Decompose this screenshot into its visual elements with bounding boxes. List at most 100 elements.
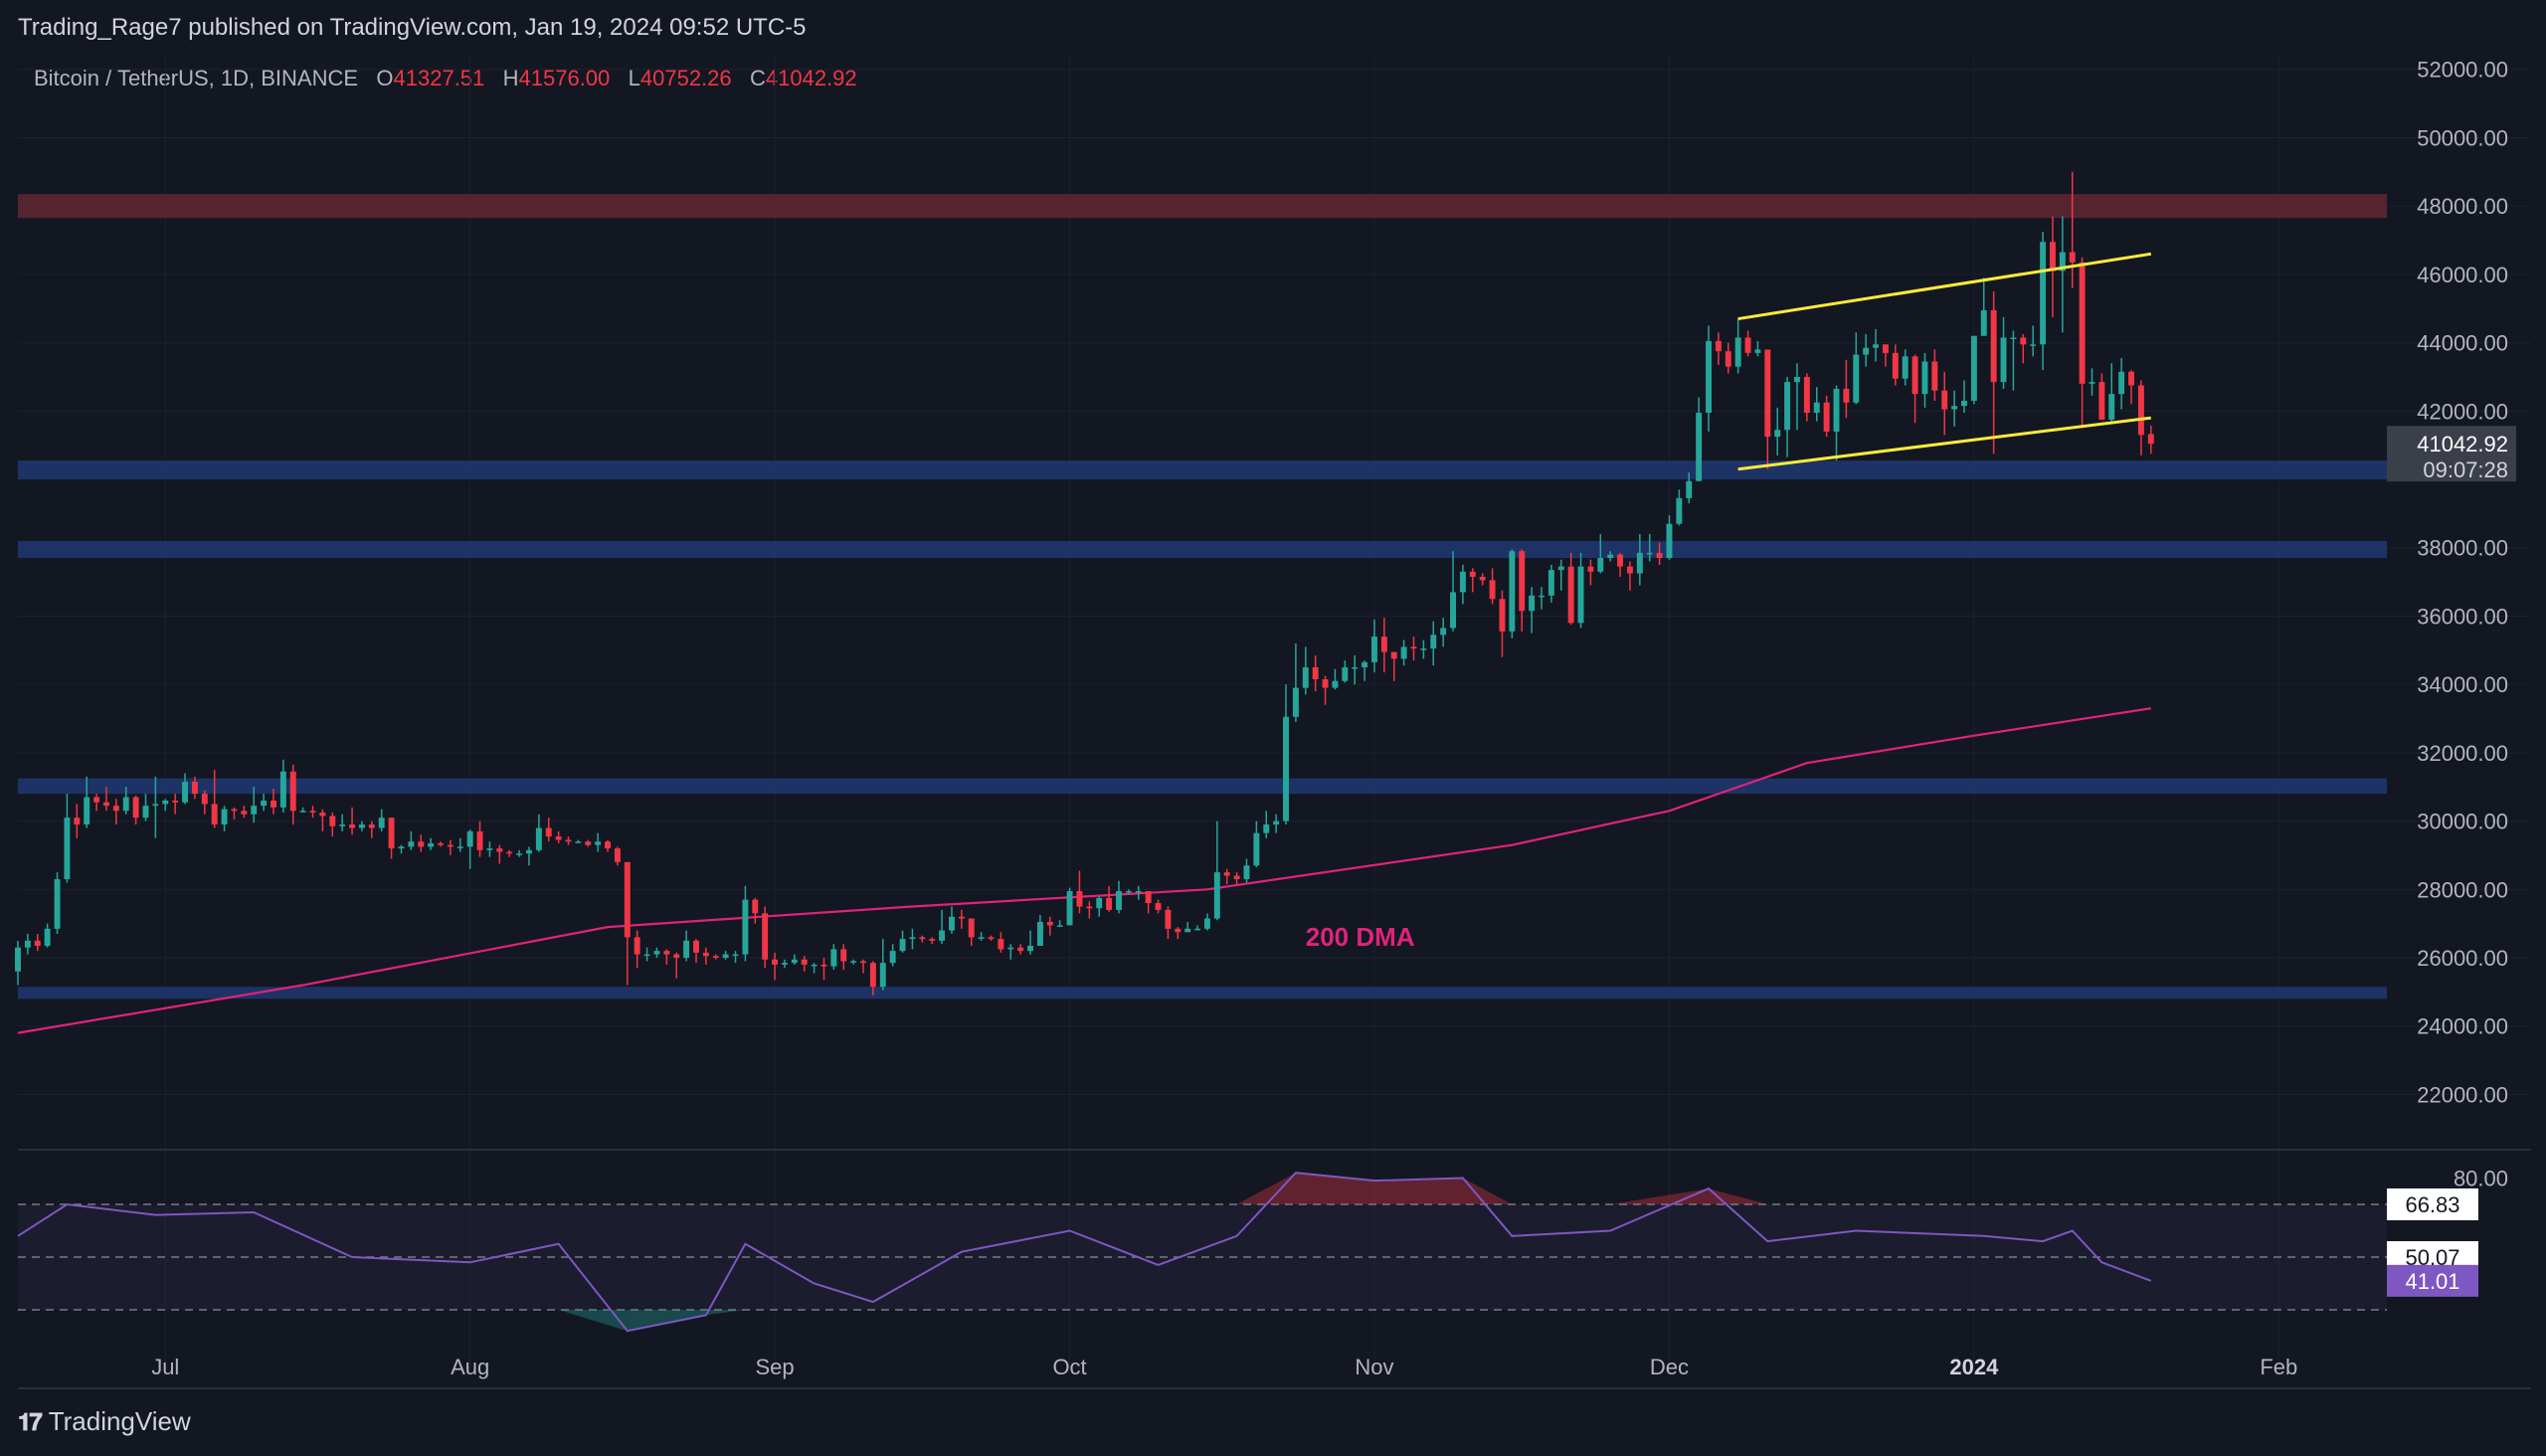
candle xyxy=(84,776,91,828)
candle xyxy=(2128,370,2134,405)
candle-body xyxy=(1823,402,1830,432)
candle-body xyxy=(624,861,631,938)
candle-body xyxy=(1803,376,1810,414)
rsi-overbought-fill xyxy=(1610,1188,1710,1204)
candle xyxy=(1273,814,1280,833)
candle-body xyxy=(102,802,109,807)
countdown-label: 09:07:28 xyxy=(2423,457,2508,482)
candle xyxy=(1980,277,1987,336)
candle xyxy=(378,809,385,831)
candle-body xyxy=(1312,666,1319,680)
candle xyxy=(2089,368,2095,396)
candle-body xyxy=(486,848,493,850)
candle-body xyxy=(1509,551,1516,632)
rsi-overbought-fill xyxy=(1295,1173,1374,1204)
candle-body xyxy=(1145,891,1152,904)
candle-body xyxy=(1980,309,1987,336)
candle-body xyxy=(1362,661,1368,667)
price-tick-label: 26000.00 xyxy=(2417,946,2508,971)
candle-body xyxy=(201,794,208,805)
candle xyxy=(172,794,179,815)
candle xyxy=(712,954,719,960)
candle-body xyxy=(1410,646,1417,649)
candle xyxy=(673,952,680,979)
candle-body xyxy=(1489,580,1496,600)
candle-body xyxy=(1931,361,1938,391)
candle-body xyxy=(1371,637,1377,662)
candle xyxy=(1794,363,1800,431)
candle xyxy=(1036,915,1043,947)
candle-body xyxy=(1519,551,1526,612)
candle xyxy=(1243,858,1250,883)
candle-body xyxy=(1175,928,1182,933)
candle-body xyxy=(634,937,640,955)
candle-body xyxy=(1194,928,1201,931)
candle xyxy=(428,837,435,850)
candle-body xyxy=(1990,309,1997,383)
footer-brand[interactable]: 𝟏𝟕 TradingView xyxy=(18,1406,191,1437)
price-tick-label: 24000.00 xyxy=(2417,1014,2508,1039)
candle-body xyxy=(1853,354,1860,403)
candle xyxy=(978,932,985,941)
candle-body xyxy=(1027,946,1033,952)
candle xyxy=(1990,291,1997,455)
candle-body xyxy=(1843,388,1850,403)
candle xyxy=(1184,921,1191,933)
candle xyxy=(142,794,149,821)
time-tick-label: Jul xyxy=(151,1355,179,1379)
candle xyxy=(1106,885,1113,912)
price-tick-label: 36000.00 xyxy=(2417,604,2508,629)
candle-body xyxy=(525,849,532,854)
candle xyxy=(1076,870,1083,914)
close-label: C xyxy=(749,66,766,91)
candle xyxy=(2079,257,2086,429)
candle-body xyxy=(1577,566,1584,624)
price-tick-label: 44000.00 xyxy=(2417,331,2508,356)
candle-body xyxy=(93,797,100,803)
candle-body xyxy=(850,961,857,963)
candle xyxy=(1400,639,1407,666)
rsi-layer xyxy=(17,1172,2387,1333)
candle-body xyxy=(1617,554,1624,567)
candle-body xyxy=(1784,382,1791,431)
candle-body xyxy=(1036,921,1043,947)
candle xyxy=(702,947,709,965)
candle xyxy=(2020,334,2027,364)
candle-body xyxy=(1941,390,1948,410)
candle xyxy=(1921,352,1928,408)
candle xyxy=(998,932,1004,953)
candle-body xyxy=(54,879,61,929)
candle xyxy=(1380,618,1387,673)
candle xyxy=(545,818,552,842)
price-tick-label: 38000.00 xyxy=(2417,536,2508,561)
candle-body xyxy=(438,842,444,845)
candle-body xyxy=(1529,595,1536,612)
candle-body xyxy=(1135,891,1142,893)
candle-body xyxy=(2049,242,2056,272)
candle-body xyxy=(1597,558,1604,572)
candle xyxy=(614,846,621,866)
candle-body xyxy=(162,800,169,805)
candle xyxy=(1784,376,1791,457)
candle-body xyxy=(1184,928,1191,933)
candle xyxy=(1941,371,1948,436)
candle xyxy=(1027,930,1033,955)
candle-body xyxy=(15,947,21,972)
candle xyxy=(1175,927,1182,940)
candle xyxy=(752,897,759,924)
candle-body xyxy=(1813,402,1820,414)
candle xyxy=(1096,896,1103,917)
candle-body xyxy=(752,899,759,914)
candle-body xyxy=(122,797,129,812)
candle xyxy=(643,947,650,962)
candle xyxy=(1519,549,1526,632)
candle xyxy=(93,794,100,812)
candle xyxy=(1322,675,1329,705)
candle xyxy=(34,933,41,952)
candle xyxy=(1636,534,1643,586)
candle-body xyxy=(1243,865,1250,880)
ma-200-label: 200 DMA xyxy=(1306,922,1415,952)
candle-body xyxy=(408,841,415,847)
candle xyxy=(1155,899,1162,914)
